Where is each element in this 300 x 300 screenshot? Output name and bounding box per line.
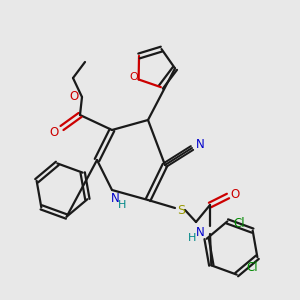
Text: O: O — [50, 125, 58, 139]
Text: O: O — [129, 73, 138, 82]
Text: H: H — [118, 200, 126, 210]
Text: N: N — [196, 226, 204, 238]
Text: S: S — [177, 203, 185, 217]
Text: N: N — [111, 191, 119, 205]
Text: N: N — [196, 137, 204, 151]
Text: Cl: Cl — [247, 261, 258, 274]
Text: H: H — [188, 233, 196, 243]
Text: O: O — [230, 188, 240, 200]
Text: O: O — [69, 91, 79, 103]
Text: Cl: Cl — [233, 217, 245, 230]
